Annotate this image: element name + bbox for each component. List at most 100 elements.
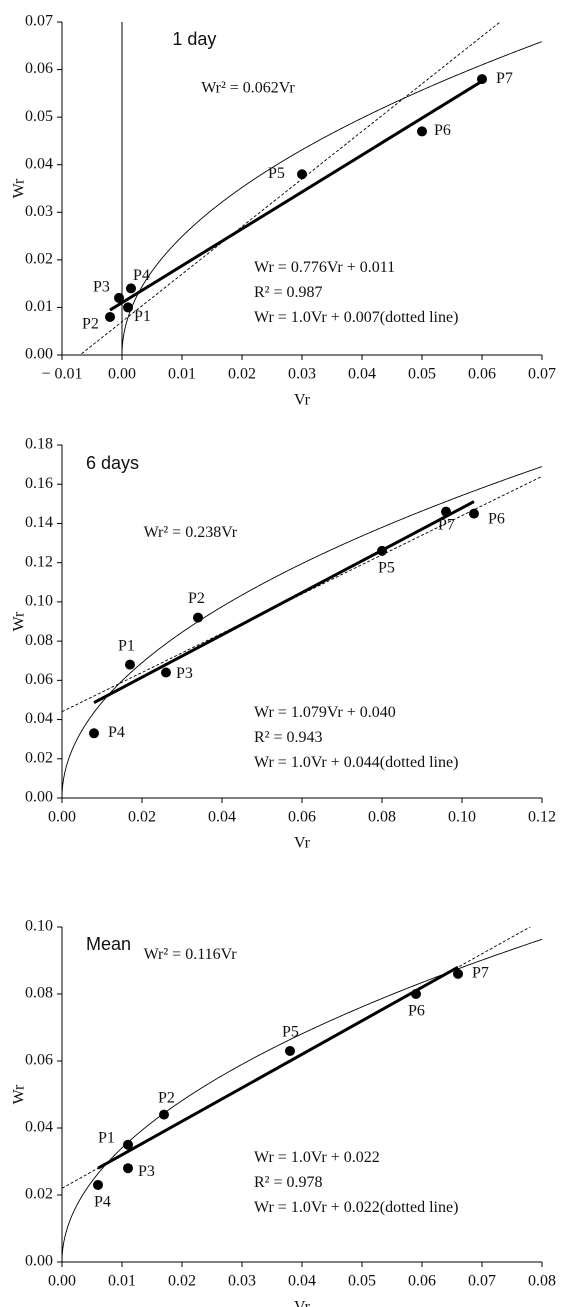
point-label: P3 bbox=[138, 1163, 155, 1180]
x-tick-label: 0.06 bbox=[408, 1273, 436, 1290]
r-squared: R² = 0.943 bbox=[254, 729, 323, 746]
point-label: P3 bbox=[176, 665, 193, 682]
x-tick-label: 0.02 bbox=[168, 1273, 196, 1290]
point-label: P1 bbox=[118, 637, 135, 654]
point-label: P5 bbox=[378, 560, 395, 577]
curve-equation: Wr² = 0.116Vr bbox=[144, 946, 238, 963]
x-tick-label: 0.04 bbox=[208, 809, 236, 826]
y-tick-label: 0.02 bbox=[25, 749, 53, 766]
point-label: P7 bbox=[472, 965, 489, 982]
x-tick-label: 0.02 bbox=[128, 809, 156, 826]
y-tick-label: 0.06 bbox=[25, 1052, 53, 1069]
y-tick-label: 0.10 bbox=[25, 593, 53, 610]
panel-title: 6 days bbox=[86, 453, 139, 473]
reference-equation: Wr = 1.0Vr + 0.007(dotted line) bbox=[254, 309, 458, 326]
r-squared: R² = 0.978 bbox=[254, 1174, 323, 1191]
x-tick-label: 0.03 bbox=[228, 1273, 256, 1290]
y-tick-label: 0.06 bbox=[25, 60, 53, 77]
y-tick-label: 0.16 bbox=[25, 475, 53, 492]
x-tick-label: 0.00 bbox=[48, 809, 76, 826]
y-tick-label: 0.07 bbox=[25, 13, 53, 30]
x-tick-label: 0.05 bbox=[408, 366, 436, 383]
data-point bbox=[125, 659, 135, 670]
y-tick-label: 0.02 bbox=[25, 1186, 53, 1203]
fit-curve bbox=[62, 466, 542, 798]
y-axis-label: Wr bbox=[11, 611, 28, 631]
point-label: P5 bbox=[268, 165, 285, 182]
y-tick-label: 0.01 bbox=[25, 298, 53, 315]
curve-equation: Wr² = 0.062Vr bbox=[201, 79, 295, 96]
point-label: P3 bbox=[93, 279, 110, 296]
data-point bbox=[417, 126, 427, 137]
regression-line bbox=[93, 500, 475, 704]
data-point bbox=[377, 545, 387, 556]
panel-title: 1 day bbox=[172, 29, 216, 49]
fit-equation: Wr = 0.776Vr + 0.011 bbox=[254, 259, 395, 276]
x-tick-label: 0.08 bbox=[528, 1273, 556, 1290]
data-point bbox=[193, 612, 203, 623]
y-tick-label: 0.00 bbox=[25, 1253, 53, 1270]
data-point bbox=[159, 1109, 169, 1120]
y-axis-label: Wr bbox=[11, 1084, 28, 1104]
point-label: P4 bbox=[133, 267, 150, 284]
x-axis-label: Vr bbox=[294, 1299, 311, 1307]
point-label: P6 bbox=[488, 510, 505, 527]
y-axis-label: Wr bbox=[11, 178, 28, 198]
y-tick-label: 0.08 bbox=[25, 632, 53, 649]
x-tick-label: 0.01 bbox=[168, 366, 196, 383]
data-point bbox=[161, 667, 171, 678]
y-tick-label: 0.10 bbox=[25, 918, 53, 935]
x-tick-label: 0.00 bbox=[108, 366, 136, 383]
regression-line bbox=[109, 79, 483, 312]
point-label: P2 bbox=[158, 1089, 175, 1106]
data-point bbox=[114, 292, 124, 303]
point-label: P2 bbox=[188, 590, 205, 607]
fit-equation: Wr = 1.079Vr + 0.040 bbox=[254, 704, 396, 721]
point-label: P7 bbox=[496, 70, 513, 87]
x-axis-label: Vr bbox=[294, 835, 311, 852]
point-label: P2 bbox=[82, 316, 99, 333]
point-label: P1 bbox=[98, 1129, 115, 1146]
point-label: P6 bbox=[434, 122, 451, 139]
x-tick-label: 0.12 bbox=[528, 809, 556, 826]
chart: 0.00 0.01 0.02 0.03 0.04 0.05 0.06 0.07 − 0.01 0.… bbox=[11, 13, 556, 409]
fit-curve bbox=[62, 938, 542, 1262]
x-tick-label: 0.04 bbox=[348, 366, 376, 383]
data-point bbox=[123, 302, 133, 313]
reference-equation: Wr = 1.0Vr + 0.022(dotted line) bbox=[254, 1199, 458, 1216]
x-tick-label: 0.07 bbox=[528, 366, 556, 383]
x-tick-label: 0.07 bbox=[468, 1273, 496, 1290]
point-label: P6 bbox=[408, 1003, 425, 1020]
x-tick-label: 0.02 bbox=[228, 366, 256, 383]
data-point bbox=[123, 1139, 133, 1150]
x-tick-label: 0.03 bbox=[288, 366, 316, 383]
x-tick-label: − 0.01 bbox=[41, 366, 82, 383]
curve-equation: Wr² = 0.238Vr bbox=[144, 524, 238, 541]
x-tick-label: 0.04 bbox=[288, 1273, 316, 1290]
point-label: P1 bbox=[134, 308, 151, 325]
reference-equation: Wr = 1.0Vr + 0.044(dotted line) bbox=[254, 754, 458, 771]
point-label: P4 bbox=[94, 1194, 111, 1211]
data-point bbox=[297, 169, 307, 180]
y-tick-label: 0.04 bbox=[25, 710, 53, 727]
y-tick-label: 0.03 bbox=[25, 203, 53, 220]
data-point bbox=[123, 1163, 133, 1174]
x-tick-label: 0.01 bbox=[108, 1273, 136, 1290]
chart: 0.00 0.02 0.04 0.06 0.08 0.10 0.12 0.14 0.16 0.18… bbox=[11, 436, 556, 852]
y-tick-label: 0.14 bbox=[25, 514, 53, 531]
data-point bbox=[453, 968, 463, 979]
point-label: P7 bbox=[438, 516, 455, 533]
data-point bbox=[93, 1179, 103, 1190]
regression-line bbox=[97, 965, 459, 1170]
y-tick-label: 0.04 bbox=[25, 1119, 53, 1136]
data-point bbox=[105, 311, 115, 322]
point-label: P4 bbox=[108, 724, 125, 741]
data-point bbox=[441, 506, 451, 517]
data-point bbox=[411, 989, 421, 999]
fit-curve bbox=[121, 41, 542, 355]
y-tick-label: 0.00 bbox=[25, 789, 53, 806]
r-squared: R² = 0.987 bbox=[254, 284, 323, 301]
point-label: P5 bbox=[282, 1024, 299, 1041]
x-tick-label: 0.05 bbox=[348, 1273, 376, 1290]
